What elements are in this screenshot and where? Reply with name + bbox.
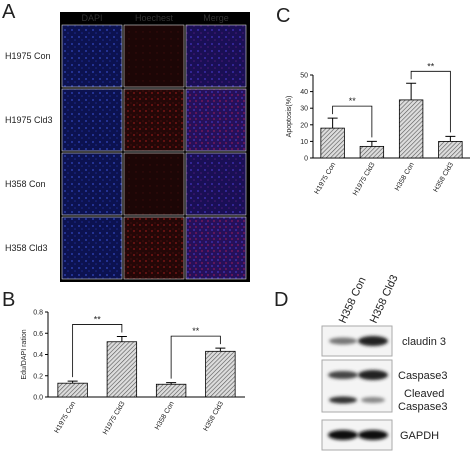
bar [57, 382, 88, 398]
micrograph [61, 88, 123, 152]
band-label: GAPDH [400, 430, 439, 442]
micrograph [61, 216, 123, 280]
significance-label: ** [349, 96, 357, 106]
panel-letter: A [2, 1, 16, 23]
band-label: Caspase3 [398, 370, 448, 382]
band-label: Caspase3 [398, 401, 448, 413]
bar [155, 383, 187, 398]
error-bar [166, 382, 177, 385]
blot-column-label: H358 Cld3 [368, 273, 401, 325]
x-tick-label: H358 Con [154, 400, 176, 431]
error-bar [215, 347, 226, 352]
band [358, 370, 388, 380]
band [358, 336, 388, 346]
band-label: Cleaved [404, 388, 444, 400]
micrograph [123, 152, 185, 216]
band-label: claudin 3 [402, 336, 446, 348]
micrograph [61, 24, 123, 88]
micrograph [123, 24, 185, 88]
y-tick-label: 0 [304, 156, 308, 163]
panel-letter: B [2, 289, 15, 311]
row-label: H358 Cld3 [5, 243, 48, 253]
band [328, 371, 358, 379]
significance-bracket [332, 105, 373, 138]
panel-letter: D [274, 289, 288, 311]
band [329, 396, 357, 404]
row-label: H1975 Con [5, 51, 51, 61]
column-header: DAPI [81, 13, 102, 23]
micrograph [185, 24, 247, 88]
x-tick-label: H1975 Cld3 [102, 400, 127, 436]
micrograph [61, 152, 123, 216]
x-tick-label: H358 Con [394, 161, 416, 192]
x-tick-label: H1975 Cld3 [352, 161, 377, 197]
error-bar [406, 82, 417, 100]
y-tick-label: 20 [300, 122, 308, 129]
error-bar [67, 380, 78, 384]
error-bar [366, 140, 377, 147]
micrograph [185, 88, 247, 152]
x-tick-label: H358 Cld3 [433, 161, 456, 193]
column-header: Hoechest [135, 13, 174, 23]
y-tick-label: 0.6 [33, 331, 43, 338]
y-tick-label: 0.0 [33, 395, 43, 402]
row-label: H1975 Cld3 [5, 115, 53, 125]
blot-box [321, 359, 393, 413]
y-tick-label: 40 [300, 89, 308, 96]
band [361, 397, 385, 403]
significance-bracket [72, 324, 123, 378]
western-blot: H358 Con H358 Cld3 claudin 3 Caspase3 Cl… [321, 273, 448, 451]
bar [320, 127, 345, 159]
micrograph [123, 216, 185, 280]
significance-label: ** [427, 61, 435, 71]
band [329, 337, 357, 345]
x-tick-label: H1975 Con [54, 400, 78, 434]
y-axis-label: Edu/DAPI ration [21, 329, 28, 379]
significance-label: ** [192, 326, 200, 336]
y-tick-label: 50 [300, 73, 308, 80]
y-tick-label: 10 [300, 139, 308, 146]
x-tick-label: H358 Cld3 [203, 400, 226, 432]
significance-label: ** [94, 314, 102, 324]
significance-bracket [410, 70, 451, 133]
row-label: H358 Con [5, 179, 46, 189]
bar [398, 99, 424, 159]
significance-bracket [170, 335, 221, 379]
band [328, 430, 358, 440]
x-tick-label: H1975 Con [314, 161, 338, 195]
y-tick-label: 0.4 [33, 352, 43, 359]
error-bar [327, 117, 338, 129]
bar [205, 350, 236, 398]
error-bar [445, 135, 456, 142]
y-axis-label: Apoptosis(%) [286, 96, 293, 138]
band [358, 430, 388, 440]
y-tick-label: 0.2 [33, 373, 43, 380]
micrograph [123, 88, 185, 152]
panel-letter: C [276, 5, 290, 27]
bar [359, 145, 385, 159]
micrograph [185, 216, 247, 280]
blot-column-label: H358 Con [337, 275, 369, 325]
error-bar [116, 335, 127, 342]
bar-chart: 0 10 20 30 40 50 Apoptosis(%) H1975 Con H1975 Cl… [286, 61, 470, 197]
micrograph [185, 152, 247, 216]
bar [438, 140, 463, 159]
y-tick-label: 0.8 [33, 310, 43, 317]
column-header: Merge [203, 13, 229, 23]
y-tick-label: 30 [300, 106, 308, 113]
bar-chart: 0.0 0.2 0.4 0.6 0.8 Edu/DAPI ration H1975 Con H… [21, 310, 245, 436]
bar [106, 341, 138, 398]
